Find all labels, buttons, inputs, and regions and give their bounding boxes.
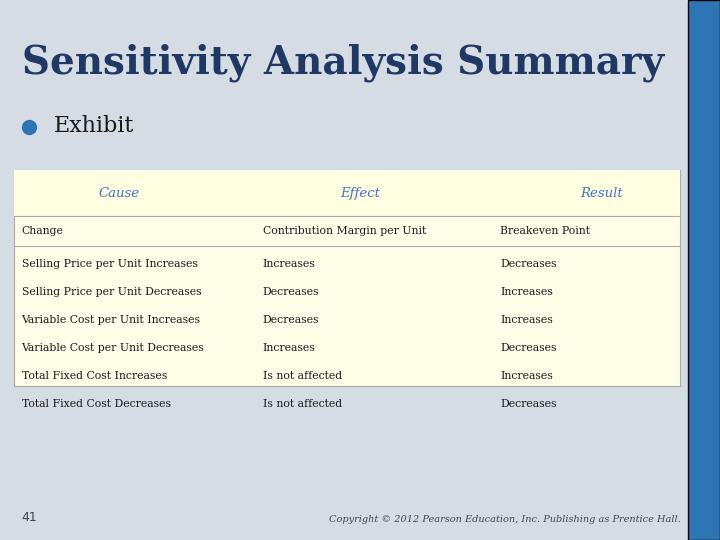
Text: Effect: Effect	[340, 186, 380, 200]
Text: Decreases: Decreases	[500, 259, 557, 269]
Text: Sensitivity Analysis Summary: Sensitivity Analysis Summary	[22, 43, 664, 82]
Text: Result: Result	[580, 186, 623, 200]
Text: Decreases: Decreases	[263, 287, 319, 297]
FancyBboxPatch shape	[14, 170, 680, 386]
Text: Exhibit: Exhibit	[54, 116, 135, 137]
Text: Increases: Increases	[500, 372, 553, 381]
Text: Contribution Margin per Unit: Contribution Margin per Unit	[263, 226, 426, 236]
Text: Variable Cost per Unit Increases: Variable Cost per Unit Increases	[22, 315, 201, 325]
Text: Is not affected: Is not affected	[263, 372, 342, 381]
Text: Selling Price per Unit Decreases: Selling Price per Unit Decreases	[22, 287, 201, 297]
Text: Total Fixed Cost Increases: Total Fixed Cost Increases	[22, 372, 167, 381]
Text: Is not affected: Is not affected	[263, 400, 342, 409]
Text: Decreases: Decreases	[500, 400, 557, 409]
Text: Increases: Increases	[263, 259, 315, 269]
Text: Breakeven Point: Breakeven Point	[500, 226, 590, 236]
Text: Total Fixed Cost Decreases: Total Fixed Cost Decreases	[22, 400, 171, 409]
Text: Change: Change	[22, 226, 63, 236]
Text: Increases: Increases	[500, 287, 553, 297]
Text: Cause: Cause	[98, 186, 140, 200]
Text: Increases: Increases	[500, 315, 553, 325]
Text: Copyright © 2012 Pearson Education, Inc. Publishing as Prentice Hall.: Copyright © 2012 Pearson Education, Inc.…	[328, 515, 680, 524]
Text: Increases: Increases	[263, 343, 315, 353]
FancyBboxPatch shape	[14, 170, 680, 216]
Text: Selling Price per Unit Increases: Selling Price per Unit Increases	[22, 259, 197, 269]
Text: Decreases: Decreases	[263, 315, 319, 325]
Text: 41: 41	[22, 511, 37, 524]
Text: Decreases: Decreases	[500, 343, 557, 353]
Text: Variable Cost per Unit Decreases: Variable Cost per Unit Decreases	[22, 343, 204, 353]
